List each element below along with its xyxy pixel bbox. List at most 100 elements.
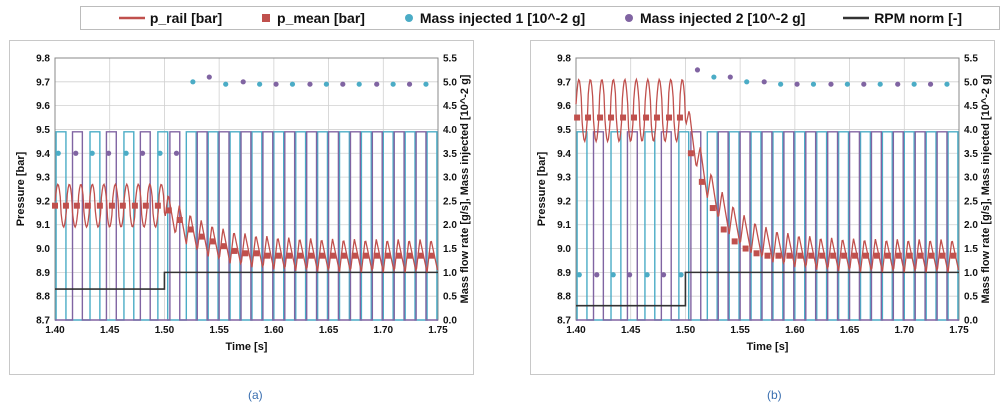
series-rpm-norm [55, 271, 438, 290]
mass-injected-2-point [340, 81, 346, 87]
mass-injected-2-point [406, 81, 413, 87]
mass-injected-1-point [257, 81, 263, 87]
y-tick-label: 8.7 [36, 316, 50, 327]
series-mass-flow-2 [55, 131, 438, 321]
mass-injected-2-point [727, 74, 733, 80]
mass-injected-1-point [711, 74, 717, 80]
mass-injected-1-point [123, 150, 129, 156]
legend-label: RPM norm [-] [874, 10, 963, 26]
mass-injected-1-point [89, 150, 95, 156]
p-mean-point [597, 114, 604, 121]
y-tick-label: 8.7 [557, 316, 571, 327]
y2-tick-label: 4.0 [443, 125, 457, 136]
mass-injected-2-point [660, 272, 667, 278]
p-mean-point [165, 207, 172, 214]
mass-injected-1-point [944, 81, 950, 87]
mass-injected-1-point [911, 81, 917, 87]
y-tick-label: 9.0 [557, 244, 571, 255]
y-axis-label: Pressure [bar] [536, 151, 548, 226]
chart-legend: p_rail [bar] p_mean [bar] Mass injected … [80, 6, 1000, 30]
mass-injected-1-point [190, 79, 196, 85]
mass-injected-1-point [877, 81, 883, 87]
p-mean-point [373, 252, 380, 259]
p-mean-point [119, 202, 126, 209]
p-mean-point [786, 252, 793, 259]
mass-injected-1-point [55, 150, 61, 156]
mass-injected-2-point [594, 272, 600, 278]
mass-injected-1-point [810, 81, 817, 87]
y-tick-label: 8.9 [557, 268, 571, 279]
y-tick-label: 9.3 [36, 173, 50, 184]
p-mean-point [676, 114, 683, 121]
y2-tick-label: 4.5 [443, 101, 457, 112]
x-tick-label: 1.75 [949, 325, 969, 336]
legend-label: Mass injected 1 [10^-2 g] [419, 10, 586, 26]
mass-injected-2-point [861, 81, 867, 87]
y2-tick-label: 1.5 [964, 244, 978, 255]
legend-item-mass-injected-2: Mass injected 2 [10^-2 g] [622, 10, 805, 26]
p-mean-point [720, 226, 727, 233]
p-mean-point [308, 252, 315, 259]
x-tick-label: 1.60 [264, 325, 284, 336]
mass-injected-2-point [106, 150, 112, 156]
y-tick-label: 9.1 [36, 220, 50, 231]
legend-label: p_rail [bar] [149, 10, 223, 26]
y-tick-label: 9.2 [36, 196, 50, 207]
y-tick-label: 9.0 [36, 244, 50, 255]
p-mean-point [362, 252, 369, 259]
p-mean-point [862, 252, 869, 259]
p-mean-point [906, 252, 913, 259]
p-mean-point [585, 114, 592, 121]
y-tick-label: 9.2 [557, 196, 571, 207]
y2-tick-label: 2.0 [443, 220, 457, 231]
p-mean-point [830, 252, 837, 259]
mass-injected-1-point [289, 81, 296, 87]
mass-injected-1-point [223, 81, 229, 87]
mass-injected-2-point [307, 81, 313, 87]
p-mean-point [808, 252, 815, 259]
y-tick-label: 9.8 [36, 54, 50, 65]
p-mean-point [154, 202, 161, 209]
x-tick-label: 1.45 [100, 325, 120, 336]
p-mean-point [873, 252, 880, 259]
p-mean-point [753, 250, 760, 257]
mass-injected-1-point [778, 81, 784, 87]
y-axis-label: Pressure [bar] [15, 151, 27, 226]
mass-injected-1-point [323, 81, 329, 87]
p-mean-point [209, 238, 216, 245]
mass-injected-1-point [390, 81, 396, 87]
p-mean-point [417, 252, 424, 259]
y2-tick-label: 0.0 [964, 316, 978, 327]
p-mean-point [242, 250, 249, 257]
mass-injected-2-point [761, 79, 767, 85]
chart-b-svg: 8.7 8.8 8.9 9.0 9.1 9.2 9.3 9.4 9.5 9.6 9.7 9.8 1.40… [536, 54, 992, 354]
p-mean-point [264, 252, 271, 259]
mass-injected-2-point [694, 67, 701, 73]
y2-tick-label: 2.5 [964, 196, 978, 207]
y2-tick-label: 3.5 [964, 149, 978, 160]
mass-injected-1-point [423, 81, 429, 87]
y-tick-label: 8.8 [36, 292, 50, 303]
legend-item-p-mean: p_mean [bar] [259, 10, 365, 26]
y2-tick-label: 0.0 [443, 316, 457, 327]
series-mass-flow-1 [576, 131, 959, 321]
x-axis-label: Time [s] [226, 341, 268, 353]
y2-tick-label: 3.0 [443, 173, 457, 184]
mass-injected-2-point [927, 81, 934, 87]
p-mean-point [939, 252, 946, 259]
p-mean-point [84, 202, 91, 209]
y-tick-label: 9.6 [557, 101, 571, 112]
y-tick-label: 9.7 [557, 77, 571, 88]
p-mean-point [852, 252, 859, 259]
p-mean-point [62, 202, 69, 209]
p-mean-point [73, 202, 80, 209]
p-mean-point [384, 252, 391, 259]
mass-injected-2-point [627, 272, 633, 278]
x-tick-label: 1.40 [45, 325, 65, 336]
p-mean-point [764, 252, 771, 259]
p-mean-point [286, 252, 293, 259]
p-mean-point [176, 216, 183, 223]
chart-a-svg: 8.7 8.8 8.9 9.0 9.1 9.2 9.3 9.4 9.5 9.6 9.7 9.8 1.40… [15, 54, 471, 354]
mass-injected-2-point [794, 81, 800, 87]
